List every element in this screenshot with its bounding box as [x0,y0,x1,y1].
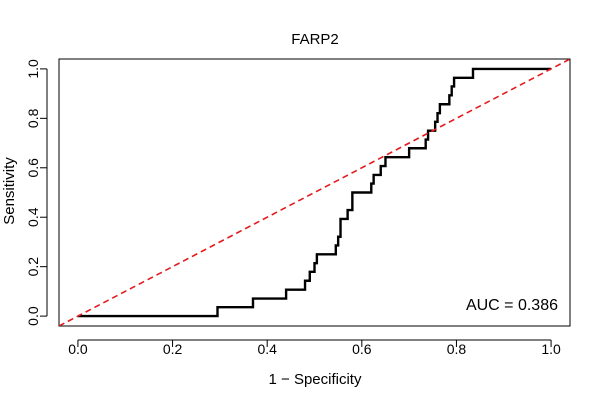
chance-diagonal-line [59,59,570,326]
y-tick-label: 1.0 [25,59,41,79]
y-tick-label: 0.8 [25,108,41,128]
x-tick-label: 1.0 [541,341,561,357]
x-tick-label: 0.6 [352,341,372,357]
plot-area: 0.0 0.2 0.4 0.6 0.8 1.0 0.0 0.2 0.4 0.6 0.8 1.0 [25,58,571,357]
roc-curve [77,67,552,318]
x-axis-label: 1 − Specificity [269,371,362,388]
y-axis-label: Sensitivity [1,157,18,225]
x-tick-label: 0.2 [163,341,183,357]
x-tick-label: 0.0 [68,341,88,357]
y-tick-label: 0.6 [25,158,41,178]
plot-frame [58,58,571,327]
x-tick-label: 0.4 [257,341,277,357]
y-tick-label: 0.4 [25,207,41,227]
y-tick-label: 0.0 [25,306,41,326]
x-tick-label: 0.8 [447,341,467,357]
chart-title: FARP2 [291,31,339,48]
auc-annotation: AUC = 0.386 [466,297,558,314]
y-tick-label: 0.2 [25,257,41,277]
